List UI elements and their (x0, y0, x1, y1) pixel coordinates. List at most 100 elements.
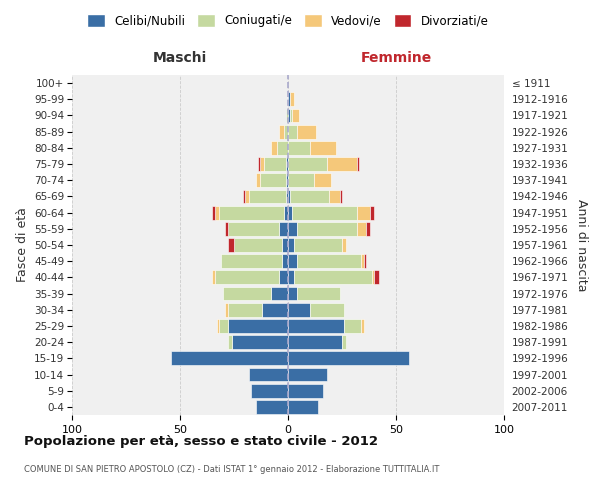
Bar (290, 92, 295, 106)
Bar (357, 157, 359, 171)
Bar (260, 157, 264, 171)
Bar (370, 206, 374, 220)
Bar (245, 190, 249, 203)
Bar (286, 174, 288, 187)
Bar (212, 206, 215, 220)
Bar (292, 206, 357, 220)
Bar (342, 238, 346, 252)
Bar (280, 222, 288, 235)
Bar (271, 286, 288, 300)
Bar (288, 206, 292, 220)
Bar (310, 303, 344, 316)
Bar (357, 206, 370, 220)
Bar (227, 222, 280, 235)
Y-axis label: Fasce di età: Fasce di età (16, 208, 29, 282)
Bar (232, 336, 288, 349)
Bar (288, 157, 327, 171)
Bar (329, 190, 340, 203)
Bar (288, 319, 344, 333)
Bar (344, 319, 361, 333)
Legend: Celibi/Nubili, Coniugati/e, Vedovi/e, Divorziati/e: Celibi/Nubili, Coniugati/e, Vedovi/e, Di… (84, 11, 492, 31)
Bar (258, 157, 260, 171)
Text: Maschi: Maschi (153, 52, 207, 66)
Bar (361, 319, 364, 333)
Bar (361, 254, 364, 268)
Bar (288, 384, 323, 398)
Bar (249, 368, 288, 382)
Bar (227, 319, 288, 333)
Bar (212, 270, 215, 284)
Bar (288, 92, 290, 106)
Bar (366, 222, 370, 235)
Bar (227, 238, 234, 252)
Bar (295, 270, 372, 284)
Bar (340, 190, 342, 203)
Text: Femmine: Femmine (361, 52, 431, 66)
Bar (227, 336, 232, 349)
Bar (314, 174, 331, 187)
Bar (288, 352, 409, 365)
Bar (277, 141, 288, 154)
Bar (288, 303, 310, 316)
Text: COMUNE DI SAN PIETRO APOSTOLO (CZ) - Dati ISTAT 1° gennaio 2012 - Elaborazione T: COMUNE DI SAN PIETRO APOSTOLO (CZ) - Dat… (24, 465, 439, 474)
Bar (280, 270, 288, 284)
Bar (242, 190, 245, 203)
Bar (219, 206, 284, 220)
Bar (288, 254, 296, 268)
Bar (223, 286, 271, 300)
Bar (288, 141, 310, 154)
Bar (310, 141, 335, 154)
Bar (226, 222, 227, 235)
Bar (226, 303, 227, 316)
Bar (284, 125, 288, 138)
Bar (372, 270, 374, 284)
Bar (215, 206, 219, 220)
Bar (271, 141, 277, 154)
Bar (296, 286, 340, 300)
Bar (256, 400, 288, 414)
Bar (286, 157, 288, 171)
Bar (286, 108, 288, 122)
Bar (217, 319, 219, 333)
Bar (286, 190, 288, 203)
Bar (280, 125, 284, 138)
Bar (260, 174, 286, 187)
Bar (296, 254, 361, 268)
Bar (290, 190, 329, 203)
Bar (256, 174, 260, 187)
Bar (295, 238, 342, 252)
Bar (234, 238, 281, 252)
Bar (364, 254, 366, 268)
Bar (288, 125, 296, 138)
Bar (251, 384, 288, 398)
Text: Popolazione per età, sesso e stato civile - 2012: Popolazione per età, sesso e stato civil… (24, 435, 378, 448)
Bar (288, 336, 342, 349)
Bar (296, 222, 357, 235)
Bar (374, 270, 379, 284)
Bar (288, 270, 295, 284)
Bar (288, 108, 290, 122)
Bar (288, 174, 314, 187)
Bar (219, 319, 227, 333)
Bar (264, 157, 286, 171)
Bar (288, 190, 290, 203)
Bar (281, 254, 288, 268)
Bar (357, 222, 366, 235)
Bar (288, 368, 327, 382)
Bar (288, 286, 296, 300)
Bar (284, 206, 288, 220)
Bar (292, 108, 299, 122)
Bar (288, 400, 318, 414)
Bar (215, 270, 280, 284)
Bar (327, 157, 357, 171)
Bar (342, 336, 346, 349)
Y-axis label: Anni di nascita: Anni di nascita (575, 198, 588, 291)
Bar (296, 125, 316, 138)
Bar (288, 222, 296, 235)
Bar (290, 108, 292, 122)
Bar (281, 238, 288, 252)
Bar (227, 303, 262, 316)
Bar (172, 352, 288, 365)
Bar (288, 238, 295, 252)
Bar (249, 190, 286, 203)
